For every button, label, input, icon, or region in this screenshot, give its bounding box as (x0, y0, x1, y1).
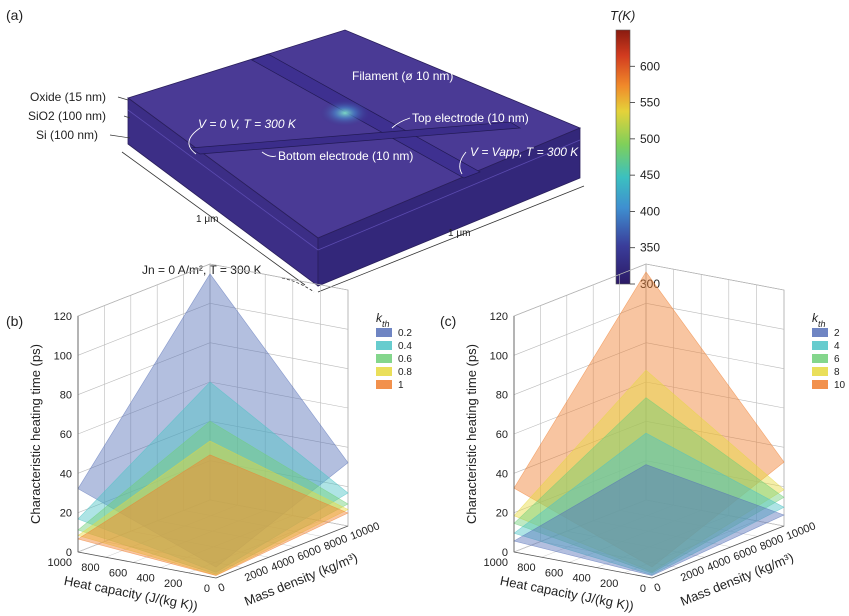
legend-entry-label: 8 (834, 367, 840, 378)
z-tick-label: 60 (496, 429, 508, 441)
x-tick-label: 0 (204, 583, 210, 595)
legend-entry-label: 4 (834, 341, 840, 352)
colorbar-tick-label: 550 (640, 96, 660, 110)
z-tick-label: 120 (490, 311, 508, 323)
legend-title: kth (812, 311, 826, 329)
legend-entry-label: 2 (834, 328, 840, 339)
z-tick-label: 100 (54, 350, 72, 362)
surfaces (514, 272, 784, 576)
y-tick-label: 6000 (732, 543, 759, 563)
legend-entry-label: 6 (834, 354, 840, 365)
y-tick-label: 8000 (758, 533, 785, 553)
y-tick-label: 0 (217, 581, 227, 594)
filament-hotspot (319, 99, 371, 127)
panel-b: (b) 0 20 40 60 80 100 120 0 200 400 600 800 10000 200… (6, 264, 412, 614)
y-tick-label: 8000 (322, 533, 349, 553)
leader-si (110, 135, 130, 138)
legend-swatch (376, 328, 392, 337)
annotation-filament: Filament (ø 10 nm) (352, 69, 453, 83)
legend-title: kth (376, 311, 390, 329)
z-tick-label: 100 (490, 350, 508, 362)
legend-swatch (812, 380, 828, 389)
x-tick-label: 800 (517, 562, 535, 574)
z-tick-label: 20 (60, 508, 72, 520)
leader-oxide (118, 97, 128, 100)
y-tick-label: 4000 (269, 554, 296, 574)
legend-swatch (376, 380, 392, 389)
legend-entry-label: 0.2 (398, 328, 412, 339)
legend-swatch (812, 354, 828, 363)
layer-label-si: Si (100 nm) (36, 128, 98, 142)
legend-swatch (376, 367, 392, 376)
legend-swatch (812, 341, 828, 350)
device-top-face (128, 30, 580, 238)
legend: kth 0.2 0.4 0.6 0.8 1 (376, 311, 412, 391)
colorbar-gradient (616, 30, 630, 284)
legend-entry-label: 10 (834, 380, 846, 391)
colorbar-tick-label: 500 (640, 132, 660, 146)
legend-entry-label: 0.8 (398, 367, 412, 378)
colorbar-tick-label: 350 (640, 241, 660, 255)
y-tick-label: 2000 (243, 564, 270, 584)
annotation-vapp: V = Vapp, T = 300 K (470, 145, 579, 159)
x-tick-label: 600 (109, 567, 127, 579)
legend-swatch (376, 354, 392, 363)
dimension-label-left: 1 μm (196, 214, 218, 225)
annotation-top-electrode: Top electrode (10 nm) (412, 111, 529, 125)
x-tick-label: 200 (164, 578, 182, 590)
x-tick-label: 400 (136, 573, 154, 585)
legend-swatch (812, 367, 828, 376)
panel-a: (a) Oxide (15 nm) SiO2 (100 nm) Si (100 … (6, 7, 660, 292)
colorbar-tick-label: 600 (640, 59, 660, 73)
y-tick-label: 0 (653, 581, 663, 594)
z-tick-label: 80 (60, 390, 72, 402)
panel-a-label: (a) (6, 7, 23, 23)
annotation-v0: V = 0 V, T = 300 K (198, 117, 297, 131)
legend-entry-label: 0.6 (398, 354, 412, 365)
legend-entry-label: 1 (398, 380, 404, 391)
colorbar-ticks: 300 350 400 450 500 550 600 (630, 59, 660, 291)
annotation-bottom-electrode: Bottom electrode (10 nm) (278, 149, 413, 163)
colorbar: T(K) 300 350 400 450 500 550 600 (610, 8, 660, 291)
z-axis-title: Characteristic heating time (ps) (28, 344, 43, 524)
legend-swatch (376, 341, 392, 350)
legend: kth 2 4 6 8 10 (812, 311, 846, 391)
legend-entry-label: 0.4 (398, 341, 412, 352)
z-tick-label: 60 (60, 429, 72, 441)
z-tick-label: 80 (496, 390, 508, 402)
y-tick-label: 6000 (296, 543, 323, 563)
x-tick-label: 400 (572, 573, 590, 585)
dimension-label-right: 1 μm (448, 228, 470, 239)
layer-label-oxide: Oxide (15 nm) (30, 90, 106, 104)
z-tick-label: 20 (496, 508, 508, 520)
x-tick-label: 600 (545, 567, 563, 579)
y-tick-label: 10000 (785, 520, 818, 543)
z-axis-title: Characteristic heating time (ps) (464, 344, 479, 524)
surfaces (78, 274, 348, 576)
z-tick-label: 40 (496, 468, 508, 480)
y-tick-label: 2000 (679, 564, 706, 584)
x-tick-label: 800 (81, 562, 99, 574)
panel-b-label: (b) (6, 313, 23, 329)
panel-c-label: (c) (440, 313, 456, 329)
colorbar-tick-label: 450 (640, 168, 660, 182)
x-tick-label: 1000 (48, 557, 72, 569)
y-tick-label: 4000 (705, 554, 732, 574)
x-tick-label: 0 (640, 583, 646, 595)
colorbar-tick-label: 400 (640, 204, 660, 218)
y-tick-label: 10000 (349, 520, 382, 543)
colorbar-title: T(K) (610, 8, 635, 23)
legend-swatch (812, 328, 828, 337)
layer-label-sio2: SiO2 (100 nm) (28, 109, 106, 123)
x-tick-label: 1000 (484, 557, 508, 569)
z-tick-label: 120 (54, 311, 72, 323)
x-tick-label: 200 (600, 578, 618, 590)
panel-c: (c) 0 20 40 60 80 100 120 0 200 400 600 800 10000 200… (440, 264, 846, 614)
z-tick-label: 40 (60, 468, 72, 480)
